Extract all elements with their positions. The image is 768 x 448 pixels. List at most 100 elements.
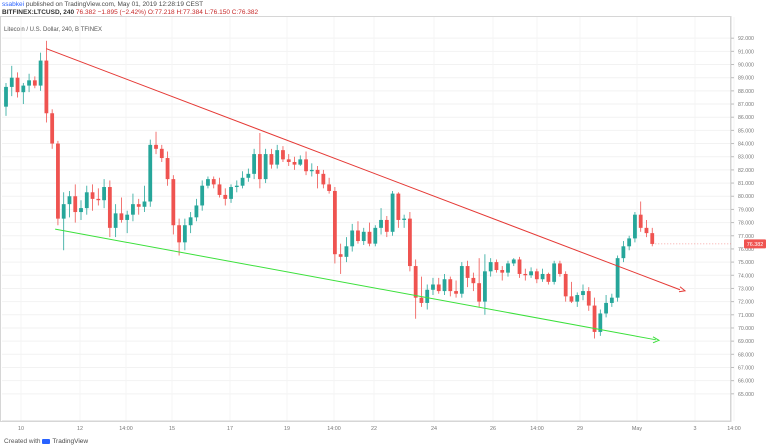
candle-body — [67, 196, 72, 205]
time-tick-label: 14:00 — [727, 426, 741, 432]
candle-body — [177, 225, 181, 243]
support-trendline — [55, 228, 657, 341]
candle-body — [315, 169, 320, 174]
candle-body — [511, 259, 516, 264]
candle-body — [281, 150, 285, 160]
published-text: published on TradingView.com, May 01, 20… — [25, 1, 204, 8]
price-tick-label: 81.000 — [738, 181, 754, 187]
candle-body — [609, 297, 614, 303]
candle-body — [61, 204, 66, 219]
candle-body — [459, 266, 464, 294]
time-tick-label: 10 — [18, 426, 24, 432]
support-arrowhead — [652, 336, 661, 344]
tradingview-brand[interactable]: TradingView — [52, 438, 89, 445]
time-tick-label: 14:00 — [119, 426, 133, 432]
candle-body — [442, 279, 447, 292]
time-tick-label: 29 — [577, 426, 583, 432]
price-tick-label: 91.000 — [738, 49, 754, 55]
candle-body — [246, 173, 251, 178]
time-tick-label: 14:00 — [530, 426, 544, 432]
time-tick-label: 3 — [694, 426, 697, 432]
candle-body — [332, 190, 337, 255]
last-price-badge-group: 76.382 — [652, 239, 766, 249]
candle-body — [621, 246, 626, 259]
candle-body — [604, 302, 608, 314]
price-tick-label: 86.000 — [738, 115, 754, 121]
candle-body — [229, 187, 233, 199]
time-tick-label: 15 — [169, 426, 175, 432]
candle-body — [390, 193, 395, 232]
close-value: C:76.382 — [231, 9, 259, 16]
candle-body — [292, 161, 297, 165]
candle-body — [494, 262, 499, 271]
candle-body — [529, 271, 533, 276]
candle-body — [373, 227, 378, 244]
price-tick-label: 70.000 — [738, 326, 754, 332]
footer: Created with TradingView — [4, 438, 88, 446]
candle-body — [586, 291, 591, 306]
created-with-label: Created with — [4, 438, 41, 445]
candle-body — [598, 313, 603, 332]
candle-body — [356, 230, 360, 242]
author-link[interactable]: ssabkei — [2, 1, 25, 8]
candle-body — [217, 184, 222, 195]
price-tick-label: 67.000 — [738, 365, 754, 371]
price-tick-label: 92.000 — [738, 36, 754, 42]
open-value: O:77.218 — [147, 9, 175, 16]
price-tick-label: 65.000 — [738, 392, 754, 398]
candle-body — [552, 263, 557, 282]
candle-body — [633, 214, 637, 239]
candle-body — [413, 266, 418, 298]
candle-body — [344, 246, 349, 257]
candle-body — [540, 273, 545, 280]
candle-body — [361, 231, 366, 242]
time-tick-label: 14:00 — [327, 426, 341, 432]
price-tick-label: 83.000 — [738, 155, 754, 161]
candle-body — [252, 154, 257, 174]
candle-body — [206, 179, 210, 186]
candle-body — [304, 159, 308, 172]
candle-body — [21, 85, 26, 93]
symbol-line: BITFINEX:LTCUSD, 240 76.382 −1.895 (−2.4… — [2, 9, 258, 17]
price-tick-label: 74.000 — [738, 273, 754, 279]
candle-body — [38, 60, 43, 86]
candle-body — [286, 159, 291, 162]
candle-body — [136, 204, 141, 207]
price-tick-label: 85.000 — [738, 128, 754, 134]
candle-body — [454, 291, 458, 294]
tradingview-logo-icon — [42, 438, 51, 444]
candle-body — [558, 263, 562, 274]
candle-body — [27, 80, 31, 86]
candle-body — [240, 177, 245, 186]
candle-body — [96, 198, 101, 201]
candle-body — [263, 154, 268, 180]
candle-body — [148, 144, 153, 202]
candle-body — [581, 291, 585, 296]
candle-body — [465, 266, 470, 278]
price-tick-label: 66.000 — [738, 379, 754, 385]
last-price: 76.382 — [75, 9, 96, 16]
trendlines — [46, 48, 687, 344]
time-tick-label: 26 — [490, 426, 496, 432]
price-tick-label: 89.000 — [738, 76, 754, 82]
candle-body — [90, 192, 95, 199]
candle-body — [44, 60, 49, 114]
candle-body — [257, 154, 262, 180]
candle-body — [327, 184, 332, 191]
candle-body — [159, 148, 164, 159]
time-tick-label: 17 — [227, 426, 233, 432]
price-tick-label: 69.000 — [738, 339, 754, 345]
price-tick-label: 75.000 — [738, 260, 754, 266]
resistance-trendline — [46, 48, 681, 291]
change-value: −1.895 (−2.42%) — [97, 9, 147, 16]
candle-body — [15, 77, 20, 93]
candle-body — [56, 143, 60, 219]
candle-body — [182, 225, 187, 243]
candle-body — [477, 283, 482, 302]
candle-body — [165, 158, 170, 180]
candle-body — [638, 214, 643, 228]
candle-body — [223, 194, 228, 199]
candle-body — [615, 258, 620, 298]
low-value: L:76.150 — [204, 9, 230, 16]
